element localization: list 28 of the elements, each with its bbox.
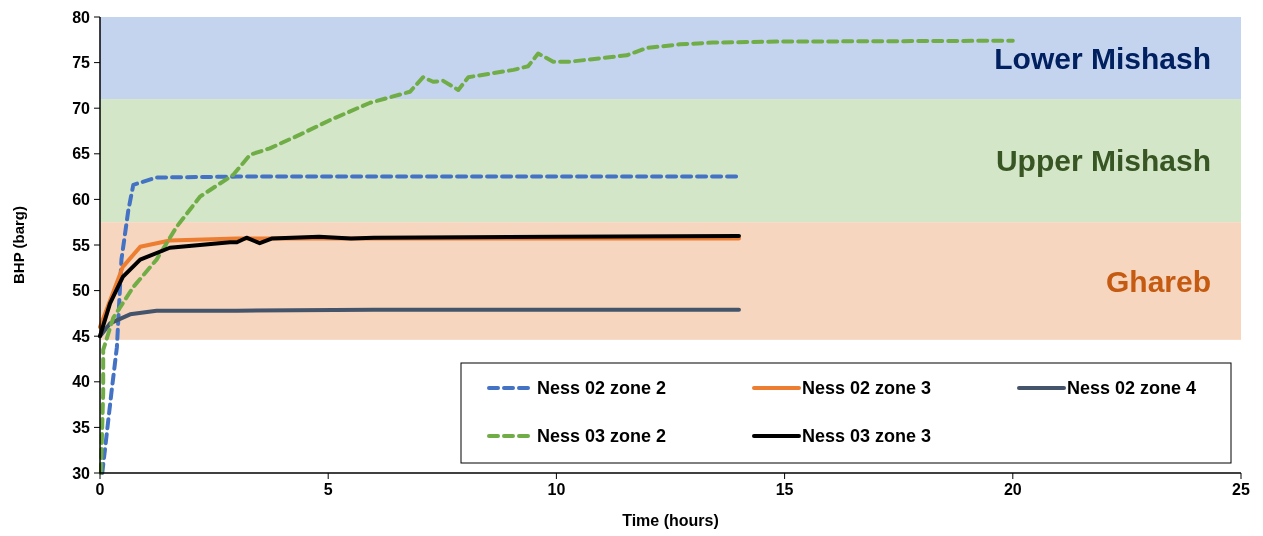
y-tick-label: 70 bbox=[72, 99, 91, 117]
y-tick-label: 80 bbox=[72, 8, 91, 26]
y-tick-label: 50 bbox=[72, 282, 91, 300]
y-tick-label: 30 bbox=[72, 464, 91, 482]
band-label: Upper Mishash bbox=[995, 144, 1211, 178]
legend-label: Ness 03 zone 2 bbox=[537, 426, 667, 447]
x-tick-label: 0 bbox=[95, 481, 105, 498]
legend-label: Ness 03 zone 3 bbox=[802, 426, 932, 447]
y-tick-label: 60 bbox=[72, 191, 91, 208]
legend-label: Ness 02 zone 4 bbox=[1067, 378, 1197, 399]
y-tick-label: 65 bbox=[72, 145, 91, 163]
x-tick-label: 15 bbox=[775, 481, 794, 498]
x-axis-title: Time (hours) bbox=[622, 512, 719, 529]
legend-label: Ness 02 zone 2 bbox=[537, 378, 667, 399]
y-tick-label: 55 bbox=[72, 236, 91, 254]
y-tick-label: 35 bbox=[72, 419, 91, 436]
y-tick-label: 45 bbox=[72, 327, 91, 345]
line-series bbox=[100, 174, 741, 475]
y-axis-title: BHP (barg) bbox=[10, 205, 27, 285]
legend-label: Ness 02 zone 3 bbox=[802, 378, 932, 399]
x-tick-label: 25 bbox=[1232, 481, 1250, 498]
x-tick-label: 5 bbox=[323, 481, 333, 498]
x-tick-label: 20 bbox=[1003, 481, 1022, 498]
y-tick-label: 75 bbox=[72, 54, 91, 72]
band-label: Lower Mishash bbox=[994, 41, 1211, 75]
x-tick-label: 10 bbox=[547, 481, 566, 498]
band-label: Ghareb bbox=[1105, 264, 1211, 298]
y-tick-label: 40 bbox=[72, 373, 91, 391]
